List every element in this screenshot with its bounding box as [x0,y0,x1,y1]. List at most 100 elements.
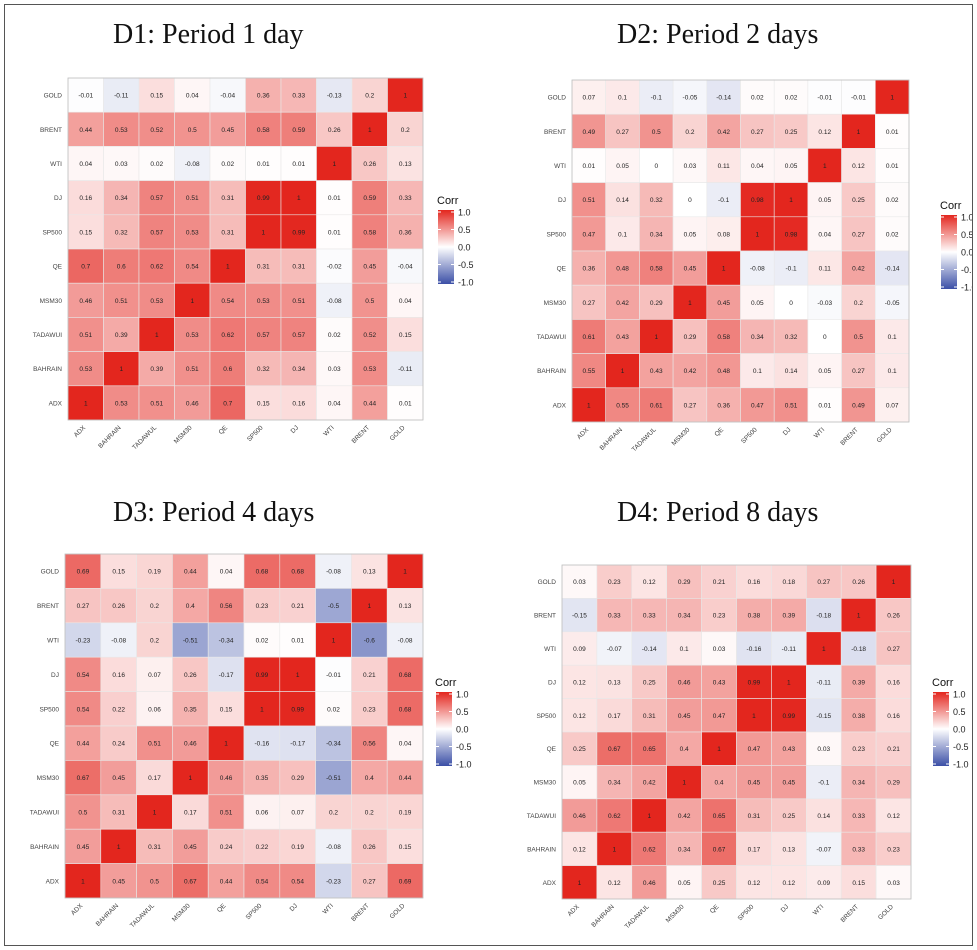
heatmap-cell [67,77,104,113]
heatmap-cell [706,148,741,183]
heatmap-cell [875,598,912,633]
cell-value-label: 0.23 [608,579,621,586]
heatmap-cell [631,731,667,766]
cell-value-label: 0.12 [573,679,586,686]
cell-value-label: 0.08 [717,231,730,238]
cell-value-label: 1 [153,810,157,817]
heatmap-cell [316,385,353,421]
cell-value-label: 0.58 [363,229,376,236]
cell-value-label: -0.08 [326,844,341,851]
x-tick-label: BAHRAIN [95,902,121,928]
cell-value-label: 0.1 [618,95,627,102]
cell-value-label: 0.62 [221,332,234,339]
x-tick-label: QE [709,903,721,915]
heatmap-cell [243,863,281,899]
cell-value-label: 0.25 [643,679,656,686]
heatmap-cell [561,698,598,733]
heatmap-cell [807,113,842,149]
legend-title: Corr [435,677,457,689]
x-tick-label: TADAWUL [624,903,651,930]
x-tick-label: ADX [576,426,591,441]
heatmap-cell [136,622,173,658]
heatmap-cell [316,111,353,147]
heatmap-cell [605,284,640,320]
x-tick-label: GOLD [877,903,895,921]
cell-value-label: 0.42 [717,129,730,136]
heatmap-figure: -0.01 -0.11 0.15 0.04 -0.04 0.36 0.33 -0.13 0.2 1… [30,77,972,930]
cell-value-label: 1 [190,298,194,305]
cell-value-label: 0.45 [684,266,697,273]
x-tick-label: GOLD [876,426,894,444]
cell-value-label: 0.45 [717,300,730,307]
heatmap-cell [100,828,137,864]
cell-value-label: 0.36 [583,266,596,273]
heatmap-cell [561,664,598,699]
cell-value-label: 1 [682,780,686,787]
cell-value-label: 0.09 [573,646,586,653]
y-tick-label: ADX [553,402,567,409]
y-tick-label: BAHRAIN [527,846,556,853]
heatmap-cell [639,216,674,252]
cell-value-label: 0.31 [643,713,656,720]
heatmap-cell [100,656,137,692]
cell-value-label: 0.2 [685,129,694,136]
cell-value-label: 0.05 [678,880,691,887]
cell-value-label: 0.16 [748,579,761,586]
heatmap-cell [631,664,667,699]
cell-value-label: 0.53 [257,298,270,305]
cell-value-label: 0.62 [643,846,656,853]
heatmap-cell [631,631,667,666]
cell-value-label: 0.44 [399,775,412,782]
cell-value-label: 1 [81,878,85,885]
heatmap-cell [209,180,246,216]
heatmap-cell [174,282,211,318]
cell-value-label: 0 [789,300,793,307]
heatmap-cell [605,216,640,252]
heatmap-cell [771,765,807,800]
cell-value-label: -0.11 [398,366,413,373]
x-tick-label: BAHRAIN [590,903,616,929]
heatmap-cell [315,553,352,589]
cell-value-label: 0.2 [150,603,159,610]
heatmap-cell [351,351,388,387]
heatmap-cell [771,564,807,599]
cell-value-label: -0.14 [716,95,731,102]
cell-value-label: 0.31 [748,813,761,820]
cell-value-label: 0.01 [886,163,899,170]
cell-value-label: -0.01 [851,95,866,102]
cell-value-label: -0.05 [885,300,900,307]
cell-value-label: 0.34 [115,195,128,202]
cell-value-label: 0.51 [292,298,305,305]
figure-frame: D1: Period 1 day D2: Period 2 days D3: P… [4,4,973,946]
cell-value-label: 0.48 [717,368,730,375]
cell-value-label: 0.31 [221,229,234,236]
cell-value-label: 0.05 [818,197,831,204]
cell-value-label: 0.1 [888,368,897,375]
cell-value-label: 0.01 [818,402,831,409]
cell-value-label: 0.19 [291,844,304,851]
cell-value-label: 0.2 [365,93,374,100]
legend-tick-label: -0.5 [961,265,972,275]
heatmap-cell [596,664,633,699]
cell-value-label: 1 [722,266,726,273]
cell-value-label: 0.02 [785,95,798,102]
cell-value-label: -0.04 [220,93,235,100]
heatmap-cell [280,146,317,181]
heatmap-cell [771,598,807,633]
heatmap-cell [773,182,809,218]
cell-value-label: 0.31 [221,195,234,202]
cell-value-label: 0.42 [852,266,865,273]
heatmap-cell [596,564,633,599]
x-tick-label: SP500 [245,902,264,921]
cell-value-label: 0.54 [186,264,199,271]
cell-value-label: -0.6 [364,638,376,645]
cell-value-label: 0.25 [785,129,798,136]
heatmap-cell [315,863,352,899]
cell-value-label: 0.59 [292,127,305,134]
cell-value-label: 0.1 [680,646,689,653]
cell-value-label: 0.43 [713,679,726,686]
y-tick-label: BRENT [40,127,62,134]
heatmap-cell [351,725,388,761]
x-tick-label: SP500 [737,903,756,922]
cell-value-label: 0.51 [115,298,128,305]
